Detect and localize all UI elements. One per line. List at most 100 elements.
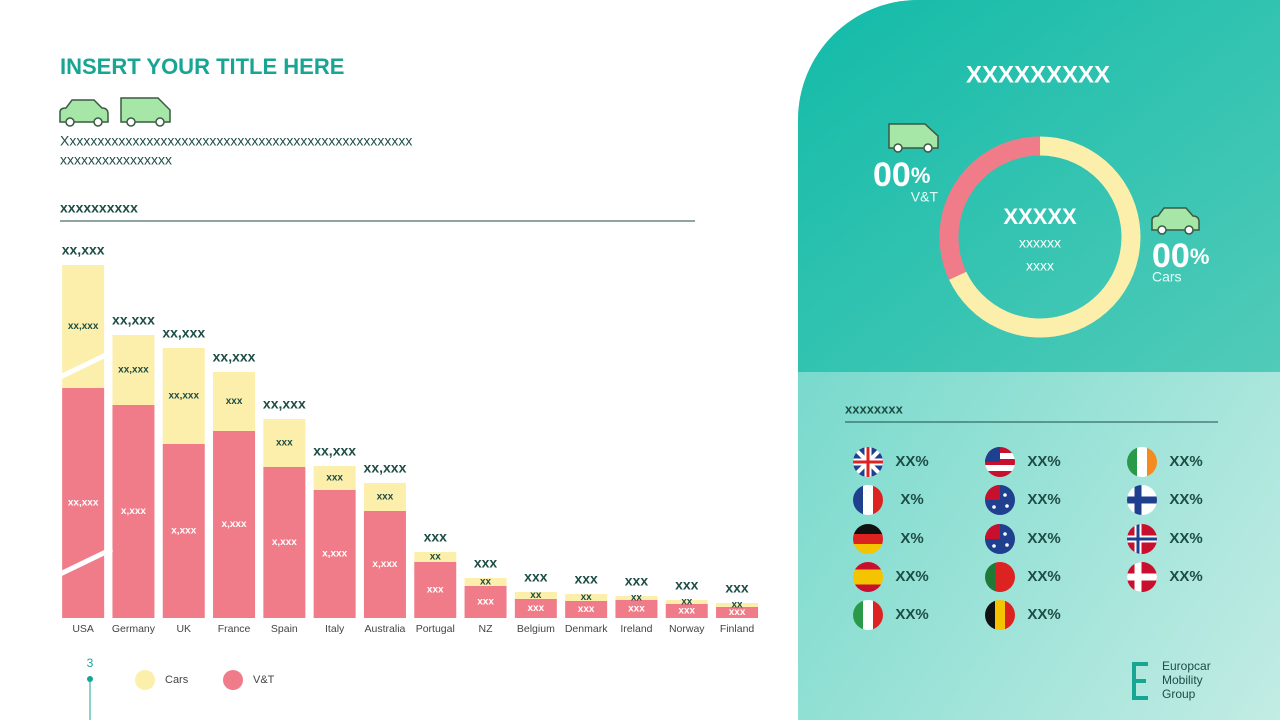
flag [1127, 485, 1157, 515]
flag-part [1005, 600, 1015, 630]
bar-segment [565, 594, 608, 601]
flag-part [853, 584, 883, 592]
x-tick-label: Belgium [517, 623, 555, 635]
segment-label: xxx [427, 585, 444, 596]
segment-label: xxx [226, 396, 243, 407]
flag-label: XX% [895, 453, 928, 470]
bar-segment [112, 335, 155, 405]
title: INSERT YOUR TITLE HERE [60, 54, 344, 79]
bar-segment [464, 578, 507, 586]
flag-part [1127, 573, 1157, 581]
x-tick-label: NZ [479, 623, 494, 635]
total-label: xxx [424, 529, 448, 545]
segment-label: xx [480, 577, 492, 588]
segment-label: xx [681, 597, 693, 608]
flag-part [1127, 496, 1157, 504]
segment-label: x,xxx [222, 519, 247, 530]
segment-label: x,xxx [322, 549, 347, 560]
segment-label: xxx [276, 438, 293, 449]
flag [985, 485, 1015, 515]
bar-segment [716, 607, 759, 618]
flag [853, 600, 883, 630]
x-tick-label: Ireland [620, 623, 652, 635]
flag-part [992, 505, 996, 509]
logo-text: Europcar [1162, 659, 1211, 673]
bar-segment [162, 444, 205, 618]
flag-part [985, 471, 1015, 477]
segment-label: x,xxx [121, 506, 146, 517]
flag-label: XX% [1169, 453, 1202, 470]
flag-part [1137, 447, 1148, 477]
flag-part [873, 600, 883, 630]
flag-label: X% [900, 530, 923, 547]
flag-part [853, 600, 864, 630]
bar-segment [363, 483, 406, 511]
total-label: xxx [725, 580, 749, 596]
total-label: xx,xxx [263, 396, 306, 412]
segment-label: xx,xxx [68, 498, 99, 509]
flag-label: XX% [1027, 491, 1060, 508]
segment-label: xx [530, 590, 542, 601]
bar-segment [565, 601, 608, 618]
bar-segment [313, 490, 356, 618]
axis-break [52, 349, 114, 580]
description: xxxxxxxxxxxxxxxx [60, 152, 172, 168]
x-tick-label: Germany [112, 623, 156, 635]
flag-part [1005, 543, 1009, 547]
x-tick-label: Italy [325, 623, 345, 635]
flags: XX% X% X% XX% XX% XX% XX% XX% XX% XX% XX% XX% XX% XX% [853, 447, 1203, 630]
car-icon [59, 97, 171, 127]
bar-segment [62, 388, 105, 618]
bar-segment [665, 600, 708, 604]
bar-segment [665, 604, 708, 618]
flag-part [853, 460, 883, 464]
segment-label: xx [731, 600, 743, 611]
flag-label: XX% [1027, 606, 1060, 623]
flag [853, 562, 883, 592]
segment-label: xxx [528, 603, 545, 614]
x-tick-label: Spain [271, 623, 298, 635]
logo: Europcar Mobility Group [1132, 659, 1211, 701]
legend-label: Cars [165, 674, 189, 686]
flag-part [853, 577, 883, 585]
description: Xxxxxxxxxxxxxxxxxxxxxxxxxxxxxxxxxxxxxxxx… [60, 133, 412, 149]
total-label: xxx [675, 577, 699, 593]
bar-segment [414, 552, 457, 562]
value: 00 [1152, 237, 1190, 275]
flag-part [853, 534, 883, 545]
flag-part [1147, 447, 1157, 477]
flag-label: XX% [1027, 568, 1060, 585]
legend-label: V&T [253, 674, 275, 686]
flag-part [853, 562, 883, 570]
donut-center: xxxx [1026, 258, 1054, 274]
segment-label: x,xxx [171, 526, 196, 537]
total-label: xx,xxx [213, 349, 256, 365]
segment-label: xxx [678, 606, 695, 617]
flag-part [873, 485, 883, 515]
x-tick-label: USA [72, 623, 94, 635]
x-tick-label: Portugal [416, 623, 455, 635]
unit: % [911, 163, 931, 188]
flag-part [853, 569, 883, 578]
logo-text: Group [1162, 687, 1196, 701]
segment-label: x,xxx [272, 537, 297, 548]
flag [985, 562, 1015, 592]
donut-center: XXXXX [1003, 204, 1077, 229]
donut-category: V&T [911, 189, 939, 205]
total-label: xx,xxx [364, 460, 407, 476]
bar-segment [514, 599, 557, 618]
flag-part [1127, 447, 1138, 477]
bar-segment [213, 431, 256, 618]
x-tick-label: France [218, 623, 251, 635]
flag-part [853, 485, 864, 515]
total-label: xx,xxx [112, 312, 155, 328]
bar-chart: xx,xxx xx,xxx xx,xxx USA x,xxx xx,xxx xx,xxx Ge… [62, 242, 759, 635]
segment-label: xxx [628, 604, 645, 615]
bar-segment [263, 467, 306, 618]
segment-label: xx [581, 592, 593, 603]
flag-part [1127, 537, 1157, 541]
flag [985, 447, 1015, 477]
flag-label: XX% [1027, 453, 1060, 470]
flag-part [863, 600, 874, 630]
